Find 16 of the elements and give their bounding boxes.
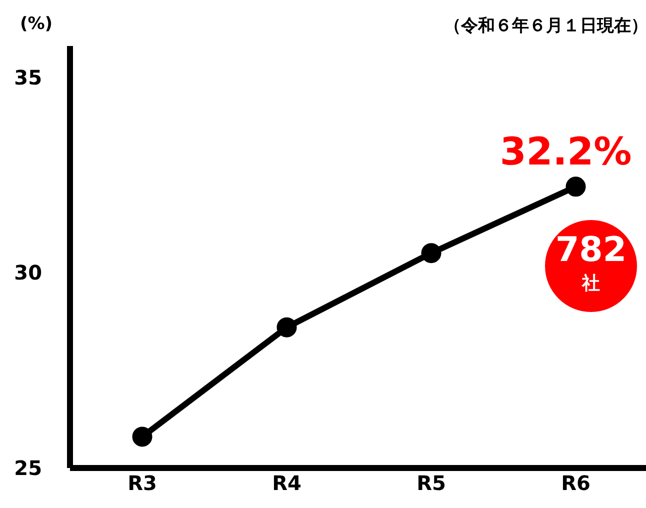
x-tick-label: R4: [272, 471, 302, 496]
point: [566, 176, 586, 197]
chart-subtitle: （令和６年６月１日現在）: [444, 15, 646, 37]
annotation: 社: [580, 273, 601, 294]
x-tick-label: R3: [128, 471, 157, 496]
x-tick-label: R6: [561, 471, 590, 496]
y-tick-label: 35: [14, 65, 42, 90]
y-tick-label: 30: [14, 260, 42, 285]
y-axis-title: (%): [20, 14, 53, 34]
point: [421, 243, 442, 264]
x-tick-label: R5: [416, 471, 446, 496]
y-tick-label: 25: [14, 456, 42, 480]
point: [132, 426, 152, 447]
data-label: 32.2%: [500, 130, 632, 174]
annotation: 782: [554, 230, 628, 270]
point: [276, 317, 297, 338]
